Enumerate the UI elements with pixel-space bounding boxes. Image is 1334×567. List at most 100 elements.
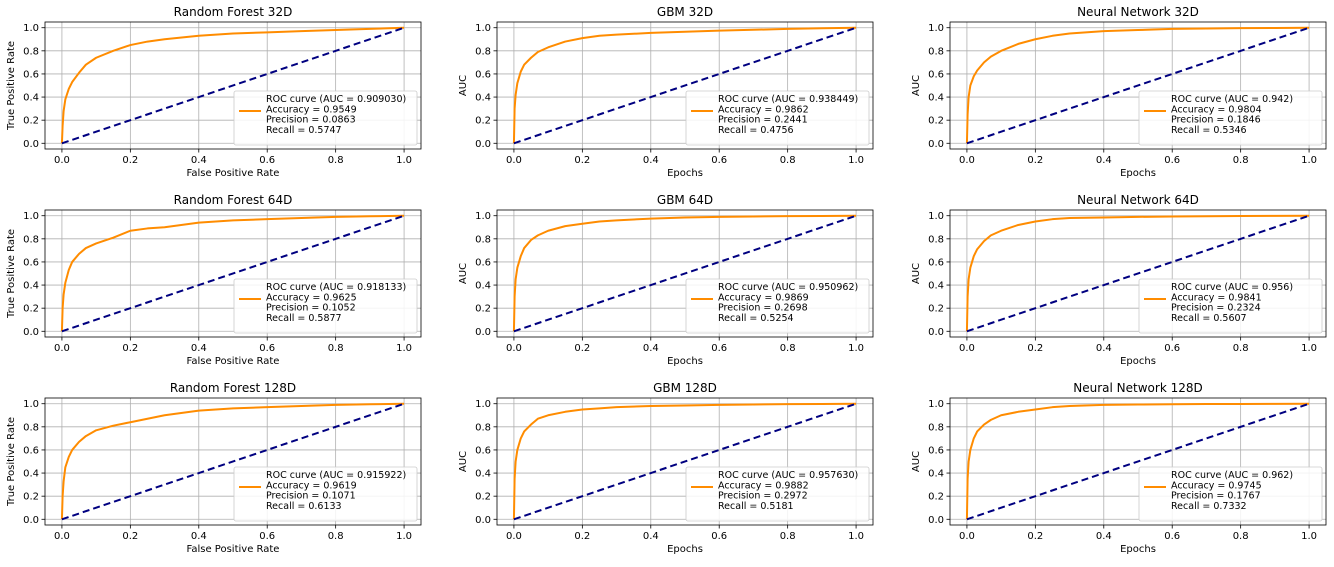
chart-title: Neural Network 32D [1077, 5, 1199, 19]
y-tick-label: 0.2 [23, 492, 39, 503]
y-axis-label: AUC [458, 263, 469, 284]
chart-panel-6: 0.0 0.2 0.4 0.6 0.8 1.0 0.0 0.2 0.4 0.6 0.8 1.0 Neur… [911, 193, 1327, 367]
y-tick-label: 0.2 [928, 304, 944, 315]
legend-entry: Recall = 0.5254 [718, 313, 794, 324]
y-tick-label: 1.0 [475, 23, 491, 34]
y-tick-label: 0.4 [23, 469, 39, 480]
y-tick-label: 0.8 [475, 46, 491, 57]
legend-entry: Recall = 0.6133 [266, 501, 342, 512]
y-tick-label: 0.6 [475, 445, 491, 456]
chart-panel-9: 0.0 0.2 0.4 0.6 0.8 1.0 0.0 0.2 0.4 0.6 0.8 1.0 Neur… [911, 381, 1327, 555]
x-tick-label: 0.8 [1233, 155, 1249, 166]
y-tick-label: 0.2 [928, 116, 944, 127]
roc-curve-line [965, 26, 1310, 144]
chart-panel-1: 0.0 0.2 0.4 0.6 0.8 1.0 0.0 0.2 0.4 0.6 0.8 1.0 Rand… [6, 5, 422, 179]
legend-entry: Accuracy = 0.9882 [718, 480, 809, 491]
legend-entry: Recall = 0.5747 [266, 125, 342, 136]
x-tick-label: 0.8 [780, 155, 796, 166]
x-tick-label: 0.4 [1096, 343, 1112, 354]
x-tick-label: 1.0 [1301, 531, 1317, 542]
legend-entry: Accuracy = 0.9804 [1171, 104, 1262, 115]
y-tick-label: 0.6 [928, 257, 944, 268]
x-tick-label: 0.8 [328, 155, 344, 166]
legend-entry: ROC curve (AUC = 0.962) [1171, 470, 1293, 481]
legend: ROC curve (AUC = 0.918133)Accuracy = 0.9… [233, 278, 418, 334]
x-tick-label: 1.0 [848, 531, 864, 542]
y-tick-label: 0.6 [23, 69, 39, 80]
roc-curve-line [965, 214, 1310, 332]
y-tick-label: 0.4 [928, 469, 944, 480]
chance-diagonal-line [966, 402, 1310, 521]
x-axis-label: False Positive Rate [187, 168, 280, 179]
legend-entry: ROC curve (AUC = 0.942) [1171, 94, 1293, 105]
x-tick-label: 0.4 [191, 155, 207, 166]
y-tick-label: 1.0 [928, 211, 944, 222]
y-tick-label: 0.2 [475, 492, 491, 503]
legend-entry: Recall = 0.5877 [266, 313, 342, 324]
axes-frame [44, 21, 422, 150]
legend: ROC curve (AUC = 0.950962)Accuracy = 0.9… [685, 278, 870, 334]
y-axis-label: AUC [911, 263, 922, 284]
x-tick-label: 0.6 [1164, 155, 1180, 166]
x-tick-label: 0.2 [122, 531, 138, 542]
legend: ROC curve (AUC = 0.938449)Accuracy = 0.9… [685, 90, 870, 146]
roc-curve-line [60, 214, 405, 332]
chart-title: Random Forest 128D [170, 381, 296, 395]
x-tick-label: 0.0 [959, 155, 975, 166]
x-tick-label: 0.6 [1164, 531, 1180, 542]
x-tick-label: 0.0 [959, 531, 975, 542]
x-tick-label: 0.2 [122, 155, 138, 166]
y-tick-label: 1.0 [928, 23, 944, 34]
chance-diagonal-line [513, 402, 857, 521]
legend: ROC curve (AUC = 0.909030)Accuracy = 0.9… [233, 90, 418, 146]
chance-diagonal-line [513, 214, 857, 333]
legend-entry: ROC curve (AUC = 0.938449) [718, 94, 858, 105]
legend-box [685, 90, 870, 146]
axes-frame [949, 209, 1327, 338]
y-axis-label: True Positive Rate [6, 41, 17, 131]
x-tick-label: 1.0 [396, 343, 412, 354]
x-tick-label: 0.8 [328, 343, 344, 354]
y-tick-label: 0.0 [475, 515, 491, 526]
y-tick-label: 0.0 [928, 515, 944, 526]
legend-box [1138, 466, 1323, 522]
y-axis-label: AUC [458, 75, 469, 96]
x-tick-label: 0.2 [574, 155, 590, 166]
x-tick-label: 0.4 [643, 155, 659, 166]
y-tick-label: 0.0 [475, 139, 491, 150]
y-tick-label: 0.8 [23, 422, 39, 433]
x-tick-label: 1.0 [396, 531, 412, 542]
x-tick-label: 0.0 [54, 155, 70, 166]
axes-frame [496, 209, 874, 338]
legend-entry: ROC curve (AUC = 0.957630) [718, 470, 858, 481]
legend-box [233, 90, 418, 146]
chart-title: Neural Network 64D [1077, 193, 1199, 207]
y-axis-label: AUC [911, 75, 922, 96]
legend-box [233, 278, 418, 334]
x-tick-label: 0.2 [1027, 531, 1043, 542]
legend-entry: ROC curve (AUC = 0.909030) [266, 94, 406, 105]
y-tick-label: 0.4 [928, 93, 944, 104]
x-tick-label: 0.6 [259, 155, 275, 166]
axes-frame [949, 397, 1327, 526]
x-tick-label: 0.0 [506, 531, 522, 542]
y-tick-label: 1.0 [23, 23, 39, 34]
chart-title: GBM 128D [653, 381, 717, 395]
chart-panel-4: 0.0 0.2 0.4 0.6 0.8 1.0 0.0 0.2 0.4 0.6 0.8 1.0 Rand… [6, 193, 422, 367]
y-axis-label: True Positive Rate [6, 417, 17, 507]
y-tick-label: 0.8 [475, 234, 491, 245]
chart-title: Random Forest 32D [174, 5, 293, 19]
x-tick-label: 1.0 [848, 155, 864, 166]
legend-box [1138, 90, 1323, 146]
y-tick-label: 1.0 [475, 399, 491, 410]
x-axis-label: Epochs [667, 356, 703, 367]
axes-frame [44, 209, 422, 338]
y-tick-label: 0.4 [475, 93, 491, 104]
legend-entry: Precision = 0.1071 [266, 491, 356, 502]
y-tick-label: 0.0 [475, 327, 491, 338]
y-tick-label: 1.0 [23, 399, 39, 410]
y-tick-label: 0.8 [928, 422, 944, 433]
legend-box [233, 466, 418, 522]
y-tick-label: 0.2 [23, 116, 39, 127]
